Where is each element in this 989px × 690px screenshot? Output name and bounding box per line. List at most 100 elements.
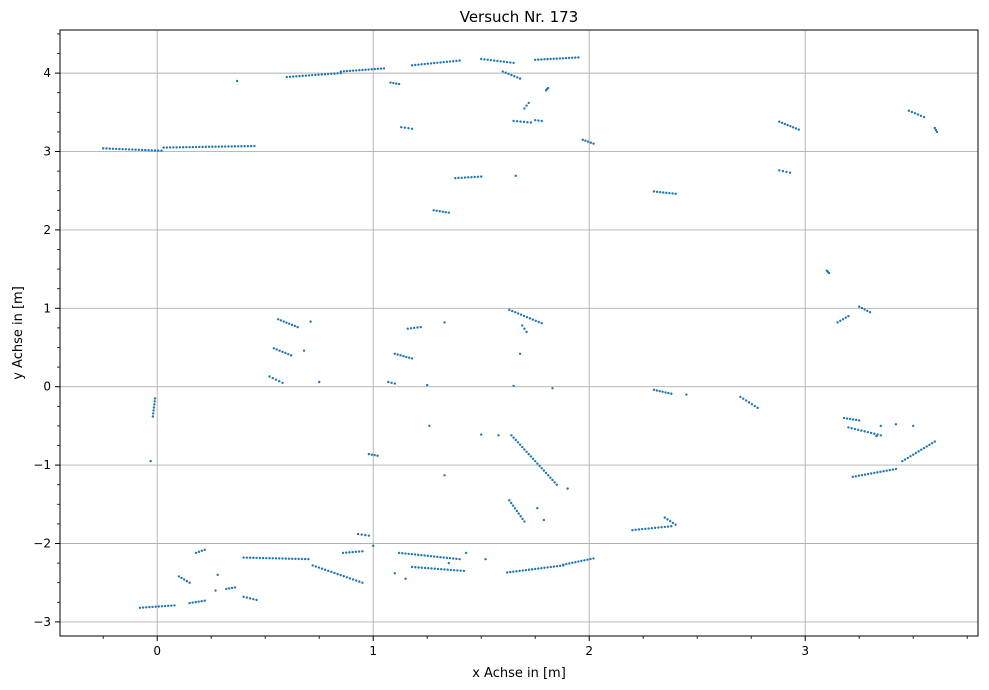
data-point <box>417 566 420 569</box>
data-point <box>339 70 342 73</box>
data-point <box>361 550 364 553</box>
data-point <box>261 556 265 560</box>
data-point <box>285 75 288 79</box>
data-point <box>382 67 386 70</box>
data-point <box>355 69 358 72</box>
data-point <box>558 564 562 568</box>
data-point <box>527 101 530 105</box>
x-tick-label: 1 <box>369 644 377 658</box>
data-point <box>510 73 513 77</box>
data-point <box>592 557 595 560</box>
data-point <box>191 145 195 149</box>
data-point <box>512 570 515 573</box>
data-point <box>558 57 562 60</box>
data-point <box>153 403 156 406</box>
data-point <box>553 481 556 484</box>
data-point <box>917 450 920 453</box>
data-point <box>909 455 912 458</box>
data-point <box>370 453 373 456</box>
data-point <box>851 418 855 421</box>
data-point <box>183 578 186 581</box>
data-point <box>519 120 522 123</box>
data-point <box>459 569 462 572</box>
data-point <box>546 566 549 569</box>
data-point <box>858 305 861 308</box>
data-point <box>483 58 486 61</box>
data-point <box>441 210 444 213</box>
data-point <box>537 320 540 324</box>
data-point <box>901 459 904 463</box>
y-tick-label: 2 <box>43 223 51 237</box>
data-point <box>201 145 204 149</box>
data-point <box>518 443 522 446</box>
data-point <box>467 176 470 179</box>
data-point <box>753 404 756 408</box>
data-point <box>423 62 426 66</box>
data-point <box>327 569 330 573</box>
data-point <box>510 434 513 437</box>
data-point <box>395 82 398 85</box>
data-point <box>162 146 165 149</box>
data-point <box>665 191 668 195</box>
data-point <box>536 507 539 510</box>
data-point <box>448 60 452 63</box>
data-point <box>511 504 515 507</box>
data-point <box>360 533 363 536</box>
data-point <box>166 604 170 608</box>
data-point <box>473 175 476 179</box>
data-point <box>912 424 915 428</box>
data-point <box>458 59 461 62</box>
data-point <box>246 144 250 148</box>
data-point <box>555 483 558 486</box>
data-point <box>933 126 936 130</box>
data-point <box>367 452 371 456</box>
data-point <box>420 554 423 557</box>
data-point <box>854 475 858 478</box>
data-point <box>540 467 543 470</box>
data-point <box>295 75 298 78</box>
data-point <box>447 561 450 565</box>
data-point <box>497 434 500 437</box>
data-point <box>358 69 361 72</box>
data-point <box>794 127 798 130</box>
data-point <box>237 145 240 148</box>
data-point <box>668 191 671 195</box>
data-point <box>670 392 673 395</box>
data-point <box>583 559 586 562</box>
data-point <box>780 121 784 125</box>
data-point <box>271 557 274 560</box>
data-point <box>409 327 413 330</box>
data-point <box>373 453 376 457</box>
data-point <box>342 70 346 73</box>
data-point <box>197 600 200 603</box>
data-point <box>225 587 228 591</box>
data-point <box>307 557 310 561</box>
data-point <box>429 555 433 558</box>
data-point <box>499 60 502 63</box>
data-point <box>551 478 554 482</box>
data-point <box>529 455 533 458</box>
data-point <box>274 557 278 560</box>
data-point <box>297 557 300 561</box>
data-point <box>589 557 592 561</box>
data-point <box>188 601 191 605</box>
data-point <box>376 454 379 457</box>
data-point <box>523 448 526 451</box>
data-point <box>555 565 559 568</box>
data-point <box>512 384 515 388</box>
data-point <box>154 605 157 608</box>
data-point <box>245 596 249 599</box>
x-axis-label: x Achse in [m] <box>472 666 566 681</box>
data-point <box>523 107 526 110</box>
data-point <box>339 573 342 577</box>
data-point <box>376 67 380 71</box>
data-point <box>320 73 323 76</box>
data-point <box>194 145 198 149</box>
data-point <box>543 566 546 569</box>
data-point <box>439 555 442 559</box>
data-point <box>242 595 245 599</box>
data-point <box>294 557 297 561</box>
data-point <box>551 387 554 390</box>
data-point <box>653 526 657 530</box>
data-point <box>105 147 108 150</box>
